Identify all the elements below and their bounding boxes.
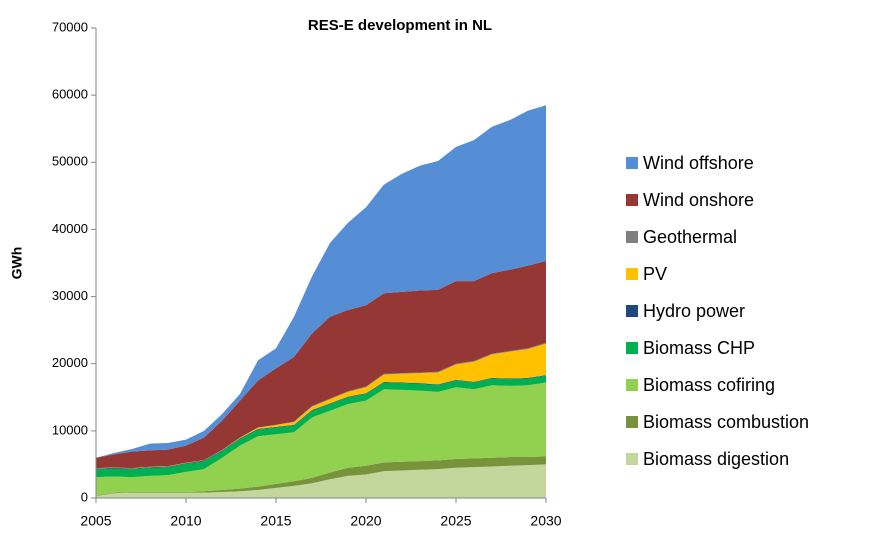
area (96, 260, 546, 469)
y-tick-label: 40000 (52, 221, 88, 236)
y-tick-label: 30000 (52, 288, 88, 303)
y-tick-label: 70000 (52, 19, 88, 34)
legend-swatch (626, 157, 638, 169)
area (96, 456, 546, 496)
legend-label: Biomass CHP (643, 338, 755, 358)
legend-swatch (626, 268, 638, 280)
legend-swatch (626, 416, 638, 428)
chart-title: RES-E development in NL (308, 17, 492, 34)
x-tick-label: 2005 (80, 513, 111, 529)
legend-label: Biomass cofiring (643, 375, 775, 395)
x-tick-label: 2020 (350, 513, 381, 529)
x-tick-label: 2010 (170, 513, 201, 529)
legend-label: PV (643, 264, 667, 284)
y-tick-label: 50000 (52, 154, 88, 169)
legend-swatch (626, 194, 638, 206)
area (96, 343, 546, 469)
y-tick-label: 10000 (52, 422, 88, 437)
x-tick-label: 2025 (440, 513, 471, 529)
legend-swatch (626, 379, 638, 391)
legend-swatch (626, 453, 638, 465)
y-tick-label: 60000 (52, 87, 88, 102)
legend-label: Biomass combustion (643, 412, 809, 432)
legend-swatch (626, 305, 638, 317)
area (96, 105, 546, 458)
legend-label: Hydro power (643, 301, 745, 321)
legend-label: Wind offshore (643, 153, 754, 173)
legend-label: Geothermal (643, 227, 737, 247)
y-tick-label: 0 (81, 489, 88, 504)
legend-swatch (626, 231, 638, 243)
y-tick-label: 20000 (52, 355, 88, 370)
area (96, 382, 546, 496)
x-tick-label: 2030 (530, 513, 561, 529)
legend-swatch (626, 342, 638, 354)
legend-label: Wind onshore (643, 190, 754, 210)
legend-label: Biomass digestion (643, 449, 789, 469)
y-axis-label: GWh (9, 247, 25, 280)
x-tick-label: 2015 (260, 513, 291, 529)
